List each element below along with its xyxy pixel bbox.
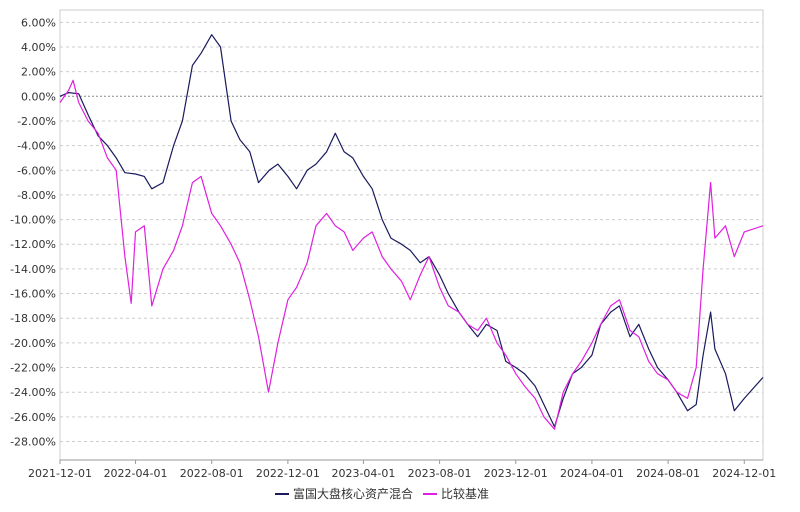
gridlines — [60, 21, 763, 443]
series-lines — [59, 34, 764, 430]
y-tick-label: -10.00% — [10, 214, 56, 227]
y-tick-label: -16.00% — [10, 288, 56, 301]
y-tick-label: -20.00% — [10, 337, 56, 350]
x-tick-label: 2021-12-01 — [28, 467, 92, 480]
y-tick-label: -18.00% — [10, 312, 56, 325]
x-tick-label: 2023-12-01 — [484, 467, 548, 480]
legend-label-1: 富国大盘核心资产混合 — [293, 486, 413, 501]
y-tick-label: -14.00% — [10, 263, 56, 276]
y-tick-label: 6.00% — [21, 16, 56, 29]
y-tick-label: -12.00% — [10, 238, 56, 251]
x-tick-label: 2023-08-01 — [408, 467, 472, 480]
y-tick-label: -24.00% — [10, 386, 56, 399]
x-tick-label: 2024-12-01 — [712, 467, 776, 480]
y-tick-label: -8.00% — [17, 189, 56, 202]
legend-label-2: 比较基准 — [441, 486, 489, 501]
y-tick-label: 0.00% — [21, 90, 56, 103]
x-tick-label: 2022-12-01 — [256, 467, 320, 480]
plot-background — [59, 9, 764, 461]
x-axis: 2021-12-01 2022-04-01 2022-08-01 2022-12-01… — [28, 459, 776, 480]
x-tick-label: 2024-08-01 — [636, 467, 700, 480]
series-line-2 — [59, 79, 764, 430]
y-tick-label: -4.00% — [17, 140, 56, 153]
y-tick-label: 4.00% — [21, 41, 56, 54]
x-tick-label: 2022-08-01 — [180, 467, 244, 480]
legend: 富国大盘核心资产混合 比较基准 — [275, 486, 489, 501]
y-tick-label: -26.00% — [10, 411, 56, 424]
x-tick-label: 2024-04-01 — [560, 467, 624, 480]
y-tick-label: -28.00% — [10, 436, 56, 449]
x-tick-label: 2022-04-01 — [104, 467, 168, 480]
series-line-1 — [59, 34, 764, 428]
y-tick-label: -6.00% — [17, 164, 56, 177]
x-tick-label: 2023-04-01 — [331, 467, 395, 480]
y-tick-label: 2.00% — [21, 66, 56, 79]
y-axis: 6.00% 4.00% 2.00% 0.00% -2.00% -4.00% -6.00% -8… — [10, 16, 56, 448]
y-tick-label: -22.00% — [10, 362, 56, 375]
y-tick-label: -2.00% — [17, 115, 56, 128]
